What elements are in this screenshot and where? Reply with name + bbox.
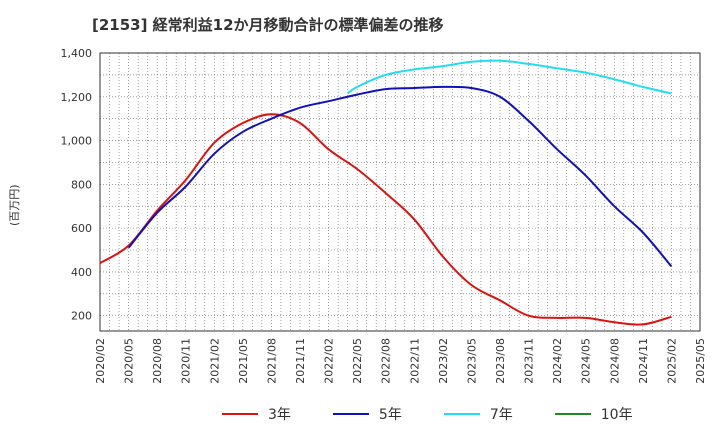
x-tick-label: 2020/08	[151, 338, 164, 384]
x-tick-label: 2025/02	[665, 338, 678, 384]
x-tick-label: 2021/11	[294, 338, 307, 384]
chart-title: [2153] 経常利益12か月移動合計の標準偏差の推移	[92, 16, 444, 34]
legend: 3年 5年 7年 10年	[222, 404, 633, 424]
x-tick-label: 2024/08	[608, 338, 621, 384]
x-tick-label: 2023/08	[494, 338, 507, 384]
x-tick-label: 2024/02	[551, 338, 564, 384]
y-tick-label: 1,400	[61, 47, 93, 60]
legend-label: 10年	[600, 407, 633, 423]
x-tick-label: 2024/05	[580, 338, 593, 384]
legend-item-3: 10年	[554, 404, 633, 424]
legend-swatch	[332, 413, 369, 415]
x-tick-label: 2023/02	[437, 338, 450, 384]
x-tick-label: 2024/11	[637, 338, 650, 384]
x-tick-label: 2022/05	[351, 338, 364, 384]
series-line-0	[99, 113, 672, 326]
x-tick-label: 2021/08	[265, 338, 278, 384]
y-tick-label: 1,000	[61, 135, 93, 148]
plot-frame	[99, 52, 701, 332]
series-line-2	[346, 59, 672, 95]
legend-swatch	[222, 413, 258, 415]
y-tick-label: 400	[71, 266, 92, 279]
y-tick-label: 200	[71, 310, 92, 323]
legend-swatch	[554, 413, 591, 415]
y-tick-label: 1,200	[61, 91, 93, 104]
x-tick-label: 2022/08	[380, 338, 393, 384]
series-line-1	[127, 85, 673, 268]
legend-label: 7年	[489, 407, 513, 423]
plot-background	[100, 53, 700, 331]
y-tick-label: 800	[71, 178, 92, 191]
legend-label: 3年	[268, 407, 291, 423]
legend-item-0: 3年	[222, 404, 291, 424]
x-tick-label: 2020/02	[94, 338, 107, 384]
x-tick-label: 2023/05	[465, 338, 478, 384]
legend-item-2: 7年	[443, 404, 513, 424]
x-tick-label: 2021/02	[208, 338, 221, 384]
x-tick-label: 2025/05	[694, 338, 707, 384]
legend-label: 5年	[378, 407, 402, 423]
x-tick-label: 2020/05	[123, 338, 136, 384]
x-tick-label: 2021/05	[237, 338, 250, 384]
y-tick-label: 600	[71, 222, 92, 235]
x-tick-label: 2023/11	[523, 338, 536, 384]
legend-swatch	[443, 413, 480, 415]
x-tick-label: 2020/11	[180, 338, 193, 384]
x-tick-label: 2022/11	[408, 338, 421, 384]
x-tick-label: 2022/02	[323, 338, 336, 384]
legend-item-1: 5年	[332, 404, 402, 424]
